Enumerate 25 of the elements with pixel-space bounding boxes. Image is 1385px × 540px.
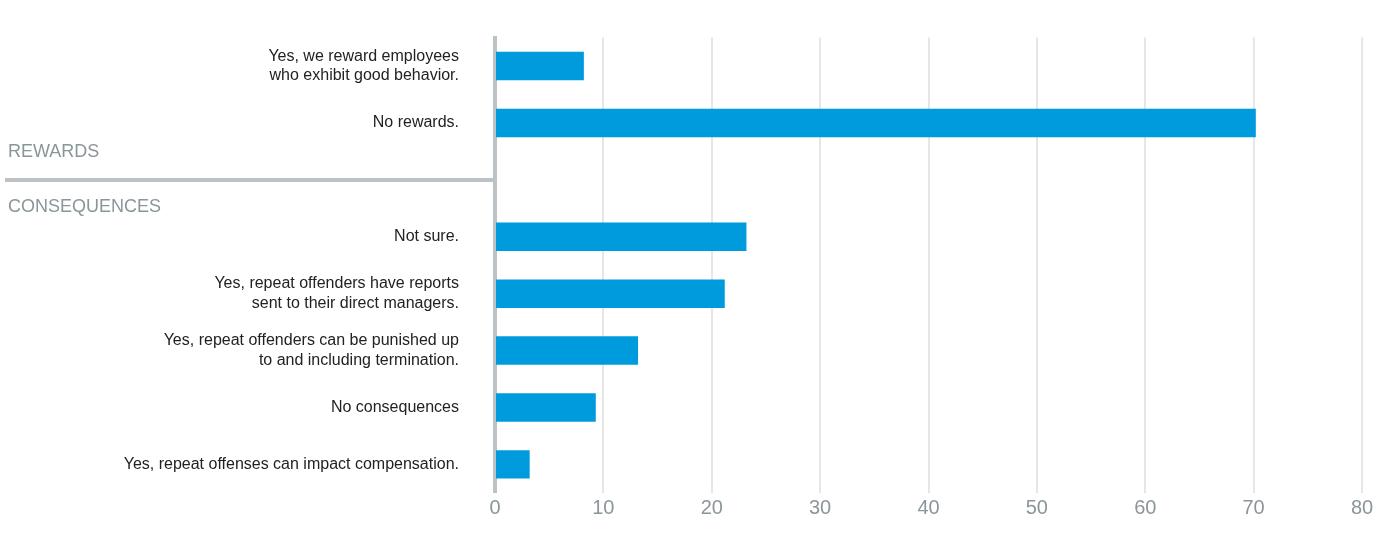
y-tick-label: Yes, repeat offenses can impact compensation. bbox=[123, 454, 459, 472]
bar bbox=[496, 222, 747, 251]
y-tick-label: Yes, we reward employees who exhibit good behavior. bbox=[268, 46, 459, 84]
x-tick-label: 0 bbox=[489, 496, 501, 519]
x-tick-label: 60 bbox=[1134, 496, 1157, 519]
bar bbox=[496, 279, 725, 308]
x-tick-label: 80 bbox=[1350, 496, 1374, 519]
y-tick-label: Yes, repeat offenders have reports sent to their direct managers. bbox=[214, 274, 459, 311]
x-tick-label: 50 bbox=[1025, 496, 1048, 519]
bar bbox=[496, 393, 596, 422]
x-tick-label: 10 bbox=[592, 496, 615, 519]
x-tick-label: 40 bbox=[917, 496, 940, 519]
x-tick-label: 70 bbox=[1242, 496, 1265, 519]
x-tick-label: 30 bbox=[809, 496, 832, 519]
y-tick-label: Not sure. bbox=[394, 227, 459, 245]
bar bbox=[496, 336, 639, 365]
x-tick-label: 20 bbox=[700, 496, 723, 519]
bar bbox=[496, 108, 1256, 138]
y-tick-label: No rewards. bbox=[372, 113, 459, 131]
text: REWARDS bbox=[8, 141, 100, 162]
text: CONSEQUENCES bbox=[8, 196, 162, 217]
bar bbox=[496, 51, 584, 81]
y-tick-label: Yes, repeat offenders can be punished up to and including termination. bbox=[163, 331, 460, 368]
y-tick-label: No consequences bbox=[330, 397, 459, 415]
bar bbox=[496, 450, 530, 479]
